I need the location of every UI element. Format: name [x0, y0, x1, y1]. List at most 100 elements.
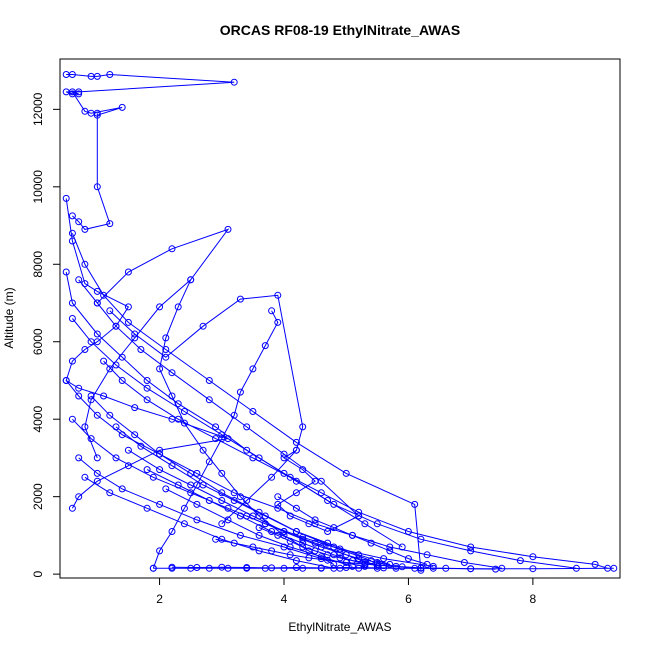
data-point: [268, 473, 276, 481]
data-point: [280, 454, 288, 462]
series-line: [109, 294, 304, 525]
data-point: [124, 303, 132, 311]
series-line: [84, 476, 334, 569]
data-point: [261, 520, 269, 528]
y-tick-label: 0: [31, 570, 45, 577]
data-point: [230, 539, 238, 547]
data-point: [330, 524, 338, 532]
data-point: [268, 307, 276, 315]
data-point: [199, 322, 207, 330]
data-point: [68, 71, 76, 78]
data-point: [93, 330, 101, 338]
data-point: [193, 516, 201, 524]
data-point: [361, 559, 369, 566]
data-point: [162, 346, 170, 353]
data-point: [75, 493, 83, 501]
data-point: [529, 553, 537, 561]
data-point: [292, 477, 300, 485]
data-point: [156, 450, 164, 458]
series-line: [128, 449, 378, 567]
data-point: [168, 369, 176, 377]
data-point: [261, 342, 269, 350]
data-point: [87, 338, 95, 346]
data-point: [106, 489, 114, 497]
data-point: [100, 357, 108, 365]
series-line: [152, 310, 279, 569]
data-point: [131, 330, 139, 338]
data-point: [249, 408, 257, 415]
data-point: [212, 535, 220, 543]
data-point: [255, 508, 263, 516]
data-point: [156, 365, 164, 373]
data-point: [168, 528, 176, 535]
series-line: [72, 418, 434, 567]
data-point: [236, 388, 244, 396]
data-point: [218, 469, 226, 477]
y-tick-label: 12000: [31, 92, 45, 126]
data-point: [386, 547, 394, 555]
series-11: [81, 225, 232, 462]
data-point: [243, 446, 251, 454]
data-point: [392, 562, 400, 570]
data-point: [249, 365, 257, 373]
data-point: [411, 500, 419, 508]
data-point: [168, 563, 176, 571]
series-26: [274, 446, 363, 535]
data-point: [292, 504, 300, 512]
data-point: [516, 557, 524, 565]
data-point: [311, 477, 319, 485]
data-point: [118, 103, 126, 111]
data-point: [68, 299, 76, 307]
data-point: [280, 469, 288, 477]
data-point: [243, 564, 251, 571]
data-point: [274, 504, 282, 512]
data-point: [342, 469, 350, 477]
data-point: [336, 554, 344, 562]
data-point: [305, 554, 313, 562]
data-point: [230, 411, 238, 419]
data-point: [274, 531, 282, 539]
series-line: [71, 233, 422, 571]
series-line: [277, 496, 428, 565]
data-point: [212, 435, 220, 443]
data-point: [199, 446, 207, 454]
series-17: [112, 423, 394, 568]
data-point: [373, 559, 381, 566]
data-point: [131, 431, 139, 439]
data-point: [292, 446, 300, 454]
data-point: [68, 357, 76, 365]
data-point: [162, 334, 170, 342]
data-point: [149, 473, 157, 481]
data-point: [286, 537, 294, 545]
data-point: [342, 564, 350, 571]
data-point: [137, 346, 145, 353]
data-point: [81, 346, 89, 353]
y-tick-label: 10000: [31, 170, 45, 204]
data-point: [292, 438, 300, 446]
data-point: [156, 466, 164, 474]
y-axis: 0 2000 4000 6000 8000 10000 12000: [31, 92, 61, 577]
data-point: [143, 466, 151, 474]
series-1: [62, 71, 238, 233]
data-point: [180, 504, 188, 512]
x-tick-label: 2: [156, 592, 163, 606]
data-point: [68, 229, 76, 237]
data-point: [286, 551, 294, 559]
data-point: [404, 555, 412, 563]
data-point: [268, 547, 276, 555]
data-point: [467, 547, 475, 555]
plot-frame: [59, 58, 621, 579]
series-10: [75, 276, 363, 520]
data-point: [367, 539, 375, 547]
data-point: [174, 303, 182, 311]
data-point: [124, 318, 132, 326]
series-7: [75, 454, 369, 570]
y-tick-label: 4000: [31, 406, 45, 433]
data-point: [81, 473, 89, 481]
series-line: [103, 360, 403, 548]
series-line: [115, 426, 390, 565]
data-point: [93, 111, 101, 119]
data-point: [81, 107, 89, 115]
data-point: [274, 500, 282, 508]
